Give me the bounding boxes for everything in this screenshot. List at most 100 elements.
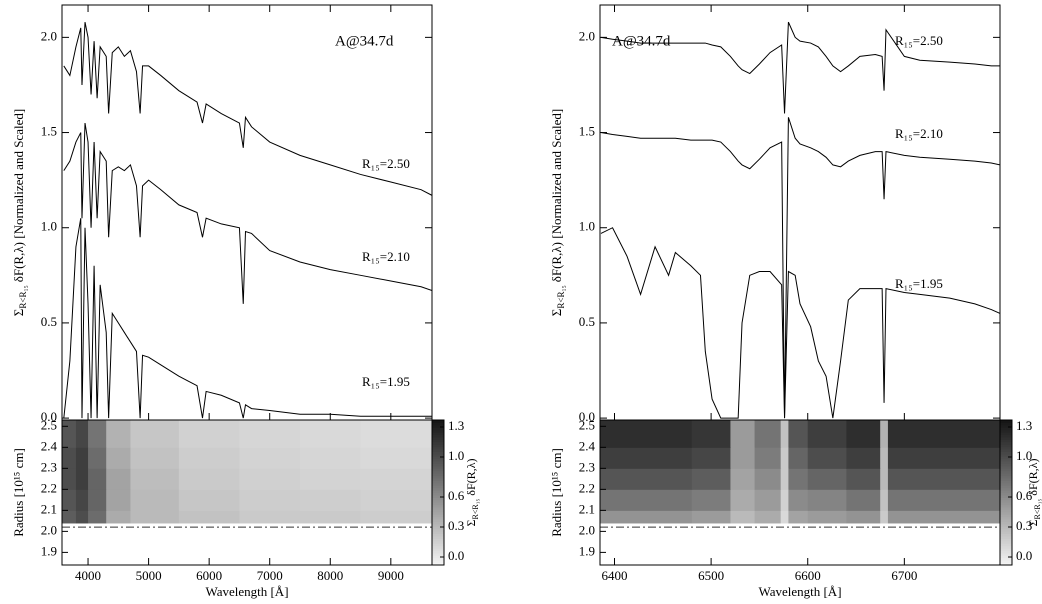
y-tick-label: 0.0 bbox=[579, 409, 595, 424]
colorbar-swatch bbox=[432, 521, 444, 525]
heatmap-cell bbox=[691, 489, 731, 511]
heatmap-cell bbox=[130, 489, 180, 511]
colorbar-swatch bbox=[432, 420, 444, 423]
heatmap-cell bbox=[600, 420, 693, 448]
colorbar-swatch bbox=[432, 540, 444, 544]
series-label: R₁₅=2.10 bbox=[895, 126, 943, 141]
y-tick-label: 2.4 bbox=[41, 438, 58, 453]
colorbar-swatch bbox=[1000, 507, 1012, 510]
x-tick-label: 6400 bbox=[601, 568, 627, 583]
colorbar-swatch bbox=[432, 434, 444, 438]
x-tick-label: 6500 bbox=[698, 568, 724, 583]
colorbar-swatch bbox=[432, 492, 444, 496]
colorbar-swatch bbox=[1000, 548, 1012, 551]
heatmap-cell bbox=[239, 468, 301, 490]
colorbar-swatch bbox=[432, 478, 444, 481]
colorbar-swatch bbox=[432, 461, 444, 464]
series-label: R₁₅=1.95 bbox=[362, 374, 410, 389]
colorbar-swatch bbox=[432, 550, 444, 554]
colorbar-swatch bbox=[1000, 465, 1012, 469]
heatmap-cell bbox=[75, 468, 89, 490]
colorbar-swatch bbox=[432, 555, 444, 559]
colorbar-label: ΣR<R₁₅ δF(R,λ) bbox=[464, 459, 480, 527]
colorbar-swatch bbox=[432, 533, 444, 537]
heatmap-cell bbox=[846, 510, 881, 524]
heatmap-cell bbox=[75, 447, 89, 469]
y-tick-label: 2.0 bbox=[579, 522, 595, 537]
heatmap-cell bbox=[299, 510, 362, 524]
colorbar-swatch bbox=[1000, 444, 1012, 448]
heatmap-cell bbox=[360, 468, 433, 490]
series-label: R₁₅=2.50 bbox=[362, 156, 410, 171]
heatmap-cell bbox=[88, 510, 107, 524]
heatmap-cell bbox=[360, 510, 433, 524]
colorbar-swatch bbox=[1000, 449, 1012, 452]
heatmap-cell bbox=[880, 489, 889, 511]
colorbar-tick-label: 0.0 bbox=[1016, 548, 1032, 563]
heatmap-cell bbox=[106, 489, 131, 511]
colorbar-swatch bbox=[432, 451, 444, 455]
heatmap-cell bbox=[75, 489, 89, 511]
heatmap-cell bbox=[846, 447, 881, 469]
colorbar-swatch bbox=[432, 514, 444, 518]
series-label: R₁₅=2.10 bbox=[362, 249, 410, 264]
heatmap-cell bbox=[62, 468, 77, 490]
heatmap-cell bbox=[880, 510, 889, 524]
x-tick-label: 6000 bbox=[196, 568, 222, 583]
colorbar-swatch bbox=[432, 494, 444, 498]
colorbar-swatch bbox=[1000, 526, 1012, 530]
heatmap-cell bbox=[730, 468, 756, 490]
colorbar-swatch bbox=[432, 536, 444, 539]
heatmap-cell bbox=[691, 510, 731, 524]
colorbar-swatch bbox=[432, 429, 444, 433]
heatmap-cell bbox=[788, 447, 809, 469]
heatmap-cell bbox=[887, 420, 1001, 448]
colorbar-swatch bbox=[432, 502, 444, 506]
heatmap-cell bbox=[730, 420, 756, 448]
heatmap-cell bbox=[130, 420, 180, 448]
colorbar-tick-label: 0.6 bbox=[448, 488, 465, 503]
colorbar-swatch bbox=[1000, 540, 1012, 544]
heatmap-cell bbox=[600, 510, 693, 524]
heatmap-cell bbox=[299, 468, 362, 490]
colorbar-swatch bbox=[432, 516, 444, 520]
y-tick-label: 1.5 bbox=[579, 124, 595, 139]
y-axis-label-text: δF(R,λ) [Normalized and Scaled] bbox=[549, 109, 564, 282]
heatmap-cell bbox=[239, 510, 301, 524]
heatmap-cell bbox=[887, 447, 1001, 469]
colorbar-swatch bbox=[432, 509, 444, 513]
colorbar-swatch bbox=[1000, 552, 1012, 556]
colorbar-swatch bbox=[432, 519, 444, 522]
colorbar-swatch bbox=[1000, 424, 1012, 428]
colorbar-swatch bbox=[1000, 511, 1012, 515]
y-tick-label: 0.5 bbox=[579, 314, 595, 329]
colorbar-label-symbol: Σ bbox=[464, 519, 478, 526]
colorbar-swatch bbox=[1000, 490, 1012, 493]
colorbar-swatch bbox=[432, 453, 444, 457]
x-tick-label: 9000 bbox=[378, 568, 404, 583]
heatmap-cell bbox=[807, 447, 847, 469]
colorbar-swatch bbox=[432, 424, 444, 428]
heatmap-cell bbox=[788, 489, 809, 511]
colorbar-swatch bbox=[432, 487, 444, 491]
heatmap-cell bbox=[887, 468, 1001, 490]
heatmap-cell bbox=[299, 420, 362, 448]
colorbar-swatch bbox=[1000, 533, 1012, 537]
colorbar-swatch bbox=[432, 545, 444, 549]
colorbar-swatch bbox=[1000, 456, 1012, 460]
heatmap-cell bbox=[75, 510, 89, 524]
y-axis-label: ΣR<R₁₅ δF(R,λ) [Normalized and Scaled] bbox=[549, 109, 566, 316]
heatmap-cell bbox=[807, 489, 847, 511]
heatmap-cell bbox=[88, 420, 107, 448]
heatmap-cell bbox=[880, 420, 889, 448]
colorbar-swatch bbox=[432, 449, 444, 452]
series-label: R₁₅=1.95 bbox=[895, 276, 943, 291]
colorbar-swatch bbox=[432, 528, 444, 532]
colorbar-swatch bbox=[432, 511, 444, 515]
colorbar-swatch bbox=[432, 441, 444, 445]
heatmap-cell bbox=[807, 510, 847, 524]
heatmap-cell bbox=[730, 489, 756, 511]
heatmap-cell bbox=[780, 489, 789, 511]
colorbar-swatch bbox=[1000, 509, 1012, 513]
y-axis-label: Radius [10¹⁵ cm] bbox=[11, 448, 26, 537]
